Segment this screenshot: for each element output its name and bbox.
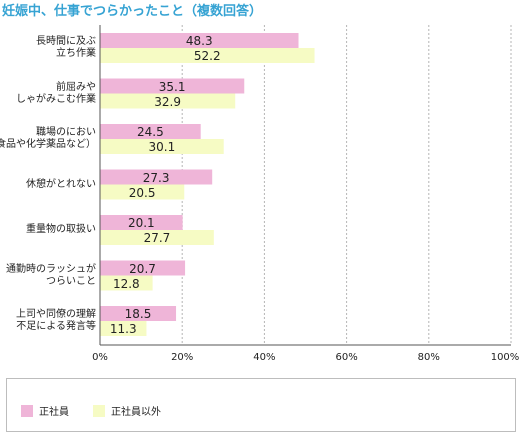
category-label-4: 重量物の取扱い [26, 224, 96, 235]
legend: 正社員 正社員以外 [6, 378, 516, 432]
bar-non-regular-5 [100, 275, 153, 291]
value-label-non-regular-4: 27.7 [143, 231, 171, 245]
bar-regular-1 [100, 78, 245, 94]
category-label-5: 通勤時のラッシュが つらいこと [6, 263, 96, 287]
value-label-regular-1: 35.1 [158, 79, 186, 94]
category-label-0: 長時間に及ぶ 立ち作業 [36, 36, 96, 59]
value-label-regular-4: 20.1 [127, 216, 155, 230]
bar-non-regular-3 [100, 184, 185, 200]
value-label-non-regular-2: 30.1 [148, 140, 176, 154]
bar-non-regular-4 [100, 230, 214, 245]
legend-swatch-non-regular [93, 404, 105, 417]
value-label-non-regular-6: 11.3 [109, 322, 137, 336]
x-tick-label-4: 80% [417, 352, 440, 363]
x-tick-label-1: 20% [171, 352, 194, 363]
category-label-2: 職場のにおい （食品や化学薬品など） [0, 127, 96, 150]
bar-regular-5 [100, 260, 186, 276]
legend-label-non-regular: 正社員以外 [111, 407, 161, 418]
value-label-regular-0: 48.3 [185, 34, 213, 48]
bar-regular-6 [100, 306, 177, 321]
bar-regular-3 [100, 169, 213, 185]
legend-item-regular: 正社員 [21, 403, 69, 418]
bar-regular-0 [100, 33, 299, 48]
bar-regular-4 [100, 215, 183, 230]
legend-swatch-regular [21, 404, 33, 417]
category-label-6: 上司や同僚の理解 不足による発言等 [16, 309, 96, 332]
value-label-non-regular-0: 52.2 [193, 49, 221, 63]
bar-non-regular-0 [100, 48, 315, 63]
legend-item-non-regular: 正社員以外 [93, 403, 161, 418]
legend-label-regular: 正社員 [39, 407, 69, 418]
bar-non-regular-2 [100, 139, 224, 154]
bar-chart-plot [99, 25, 512, 346]
x-tick-label-3: 60% [335, 352, 358, 363]
value-label-regular-2: 24.5 [136, 125, 164, 139]
bar-non-regular-1 [100, 93, 236, 109]
category-label-3: 休憩がとれない [26, 178, 96, 190]
chart-title: 妊娠中、仕事でつらかったこと（複数回答） [2, 4, 263, 19]
bar-regular-2 [100, 124, 201, 139]
value-label-non-regular-5: 12.8 [112, 276, 140, 291]
value-label-regular-6: 18.5 [124, 307, 152, 321]
category-label-1: 前屈みや しゃがみこむ作業 [16, 81, 96, 105]
value-label-non-regular-3: 20.5 [128, 185, 156, 200]
x-tick-label-2: 40% [253, 352, 276, 363]
x-tick-label-5: 100% [490, 352, 520, 363]
value-label-regular-5: 20.7 [129, 261, 156, 276]
bar-non-regular-6 [100, 321, 147, 336]
x-tick-label-0: 0% [92, 352, 108, 363]
value-label-regular-3: 27.3 [142, 170, 170, 185]
value-label-non-regular-1: 32.9 [154, 94, 181, 109]
